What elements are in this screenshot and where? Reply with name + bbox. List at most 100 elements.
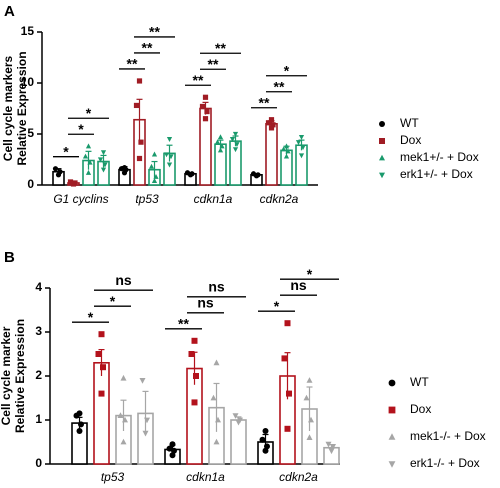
data-point <box>202 94 209 100</box>
data-point <box>237 417 243 424</box>
data-point <box>286 390 292 397</box>
data-point <box>232 413 239 419</box>
data-point <box>193 373 199 379</box>
data-point <box>166 162 173 168</box>
data-point <box>295 140 302 146</box>
significance-label: ** <box>142 40 153 56</box>
data-point <box>255 172 261 178</box>
data-point <box>229 137 236 142</box>
x-tick-label: cdkn1a <box>186 470 225 484</box>
bar <box>230 419 247 465</box>
significance-label: ns <box>197 295 214 311</box>
significance-label: ns <box>290 277 307 293</box>
significance-label: ** <box>193 72 204 88</box>
data-point <box>163 152 170 158</box>
data-point <box>117 412 124 418</box>
legend-label: erk1+/- + Dox <box>400 167 473 181</box>
data-point <box>166 137 173 142</box>
y-tick-label: 0 <box>35 456 42 470</box>
data-point <box>151 178 158 183</box>
data-point <box>136 78 143 84</box>
legend-label: mek1+/- + Dox <box>400 150 479 164</box>
y-axis-title-line: Relative Expression <box>13 319 27 433</box>
panel-label: A <box>4 3 15 20</box>
data-point <box>100 150 107 156</box>
y-tick-label: 0 <box>27 177 34 191</box>
legend-label: Dox <box>410 402 431 416</box>
y-axis-title: Cell cycle markersRelative Expression <box>1 51 29 165</box>
data-point <box>95 351 102 357</box>
legend-marker <box>379 154 385 161</box>
significance-label: ** <box>178 316 189 332</box>
data-point <box>210 394 217 401</box>
data-point <box>306 434 313 440</box>
significance-label: * <box>110 293 116 309</box>
data-point <box>202 116 209 122</box>
data-point <box>76 410 83 417</box>
data-point <box>265 120 272 126</box>
x-tick-label: cdkn2a <box>260 192 299 206</box>
significance-label: * <box>86 105 92 121</box>
significance-label: * <box>307 266 313 282</box>
data-point <box>168 154 174 160</box>
legend-marker <box>379 172 385 179</box>
data-point <box>262 428 269 434</box>
data-point <box>120 438 127 445</box>
legend-label: WT <box>410 375 429 389</box>
significance-label: ** <box>274 78 285 94</box>
data-point <box>148 163 155 169</box>
y-axis-title-line: Relative Expression <box>15 51 29 165</box>
data-point <box>151 151 158 157</box>
data-point <box>303 394 310 401</box>
data-point <box>138 139 144 145</box>
data-point <box>120 374 127 381</box>
bar <box>93 361 110 465</box>
data-point <box>133 102 140 109</box>
legend-marker <box>388 461 396 468</box>
data-point <box>234 142 240 148</box>
data-point <box>102 162 108 168</box>
legend-marker <box>379 121 385 127</box>
data-point <box>199 103 206 110</box>
y-tick-label: 3 <box>35 324 42 338</box>
significance-label: ** <box>149 24 160 40</box>
legend-label: mek1-/- + Dox <box>410 429 486 443</box>
y-tick-label: 2 <box>35 368 42 382</box>
data-point <box>136 155 143 162</box>
data-point <box>72 180 78 186</box>
data-point <box>85 143 92 149</box>
legend-marker <box>388 433 396 440</box>
legend-marker <box>379 138 385 144</box>
data-point <box>100 364 106 371</box>
data-point <box>122 416 128 423</box>
x-tick-label: tp53 <box>101 470 125 484</box>
data-point <box>328 448 335 455</box>
data-point <box>184 170 191 176</box>
data-point <box>52 166 59 172</box>
data-point <box>259 436 266 443</box>
data-point <box>284 425 291 432</box>
data-point <box>268 125 275 131</box>
data-point <box>76 428 83 434</box>
data-point <box>264 443 270 450</box>
data-point <box>191 337 198 344</box>
data-point <box>215 416 221 423</box>
data-point <box>139 378 146 384</box>
data-point <box>204 108 210 115</box>
data-point <box>78 421 84 428</box>
data-point <box>281 355 288 362</box>
data-point <box>232 147 239 153</box>
significance-label: ** <box>127 56 138 72</box>
data-point <box>300 145 306 151</box>
y-tick-label: 10 <box>21 75 35 89</box>
data-point <box>214 139 221 145</box>
data-point <box>144 417 150 424</box>
data-point <box>67 179 74 185</box>
legend-marker <box>388 406 396 414</box>
data-point <box>188 351 195 357</box>
data-point <box>298 134 305 140</box>
legend-marker <box>388 379 396 387</box>
data-point <box>57 169 63 175</box>
significance-label: ** <box>215 40 226 56</box>
